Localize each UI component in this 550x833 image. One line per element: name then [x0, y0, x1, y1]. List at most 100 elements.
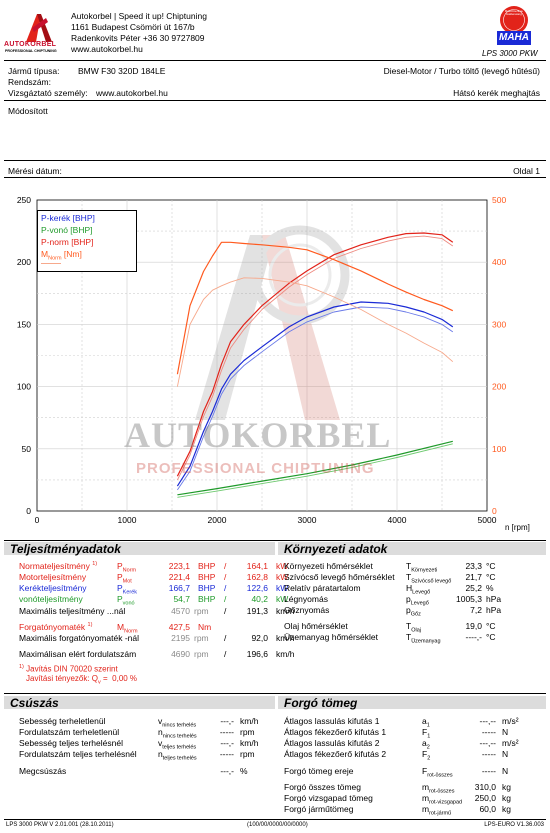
y-left-tick-label: 200 [17, 257, 31, 267]
torque-symbol: MNorm [117, 622, 138, 635]
mass-row-label: Átlagos fékezőerő kifutás 2 [284, 749, 387, 759]
perf-row-value-bhp: 166,7 [168, 583, 190, 593]
dyno-chart: 0 1000 2000 3000 4000 50000501001502002500100… [17, 195, 507, 525]
perf-row-value-kw: 162,8 [246, 572, 268, 582]
slip-row-unit: % [240, 766, 248, 776]
env-row-symbol: TSzívócső levegő [406, 572, 452, 585]
slip-row-label: Fordulatszám terheletlenül [19, 727, 120, 737]
slip-row-value: ---,- [220, 716, 234, 726]
x-axis-label: n [rpm] [505, 523, 530, 532]
torque-row: Forgatónyomaték 1) [19, 622, 93, 632]
logo-text: AUTOKORBEL [4, 41, 57, 48]
perf-row-value-bhp: 54,7 [173, 594, 190, 604]
company-line-1: Autokorbel | Speed it up! Chiptuning [71, 11, 207, 21]
torque-unit: Nm [198, 622, 212, 632]
env-row-label: Légnyomás [284, 594, 328, 604]
watermark-gear-inner [268, 243, 332, 307]
modified-label: Módosított [8, 106, 48, 116]
vehicle-type-value: BMW F30 320D 184LE [78, 66, 166, 76]
mass-row-unit: kg [502, 804, 511, 814]
x-tick-label: 0 [35, 515, 40, 525]
env-row-value: 25,2 [465, 583, 482, 593]
mass-row-symbol: a1 [422, 716, 430, 729]
env-row-value: 7,2 [470, 605, 482, 615]
max-power-rpm: 4570 [171, 606, 190, 616]
y-left-tick-label: 0 [26, 506, 31, 516]
mass-row-value: ----- [481, 766, 496, 776]
mass-row-unit: N [502, 749, 509, 759]
y-right-tick-label: 200 [492, 382, 506, 392]
series-line-3 [177, 306, 454, 491]
y-left-tick-label: 250 [17, 195, 31, 205]
perf-row-value-bhp: 221,4 [168, 572, 190, 582]
lps-model: LPS 3000 PKW [482, 49, 538, 58]
slip-row-symbol: nnincs terhelés [158, 727, 197, 740]
mass-row-unit: m/s² [502, 738, 519, 748]
env-title: Környezeti adatok [284, 542, 388, 556]
env-row-label: Üzemanyag hőmérséklet [284, 632, 379, 642]
perf-row-unit-bhp: BHP [198, 561, 216, 571]
env-row-value: 1005,3 [456, 594, 482, 604]
env-row-value: 23,3 [465, 561, 482, 571]
mass-row-label: Forgó vizsgapad tömeg [284, 793, 373, 803]
slip-row-value: ----- [219, 727, 234, 737]
mass-title: Forgó tömeg [284, 696, 358, 710]
max-power-speed-unit: km/h [276, 606, 295, 616]
mass-row-label: Átlagos fékezőerő kifutás 1 [284, 727, 387, 737]
x-tick-label: 4000 [388, 515, 407, 525]
slip-row-unit: rpm [240, 749, 255, 759]
perf-row-unit-bhp: BHP [198, 594, 216, 604]
max-power-sep: / [224, 606, 227, 616]
env-row-value: 19,0 [465, 621, 482, 631]
footer-right: LPS-EURO V1.36.003 [484, 822, 544, 828]
company-line-4: www.autokorbel.hu [71, 44, 143, 54]
perf-row-value-kw: 40,2 [251, 594, 268, 604]
env-row-label: Relatív páratartalom [284, 583, 361, 593]
series-line-0 [176, 232, 454, 477]
legend-torque-line [41, 262, 61, 264]
company-line-3: Radenkovits Péter +36 30 9727809 [71, 33, 205, 43]
series-line-2 [176, 301, 454, 487]
mass-row-value: 60,0 [479, 804, 496, 814]
page-number: Oldal 1 [513, 166, 540, 176]
max-torque-sep: / [224, 633, 227, 643]
env-row-symbol: TOlaj [406, 621, 421, 634]
series-line-4 [177, 440, 453, 496]
perf-row-label: vonóteljesítmény [19, 594, 83, 604]
max-rpm-rpm: 4690 [171, 649, 190, 659]
slip-row-unit: km/h [240, 716, 259, 726]
watermark-gear [250, 225, 350, 325]
perf-row-label: Normateljesítmény 1) [19, 561, 98, 571]
maha-logo [497, 6, 531, 45]
chart-series [176, 232, 454, 498]
y-right-tick-label: 400 [492, 257, 506, 267]
env-row-label: Gőznyomás [284, 605, 330, 615]
env-row-unit: °C [486, 632, 496, 642]
x-tick-label: 1000 [118, 515, 137, 525]
mass-row-symbol: a2 [422, 738, 430, 751]
max-power-row: Maximális teljesítmény ...nál [19, 606, 126, 616]
max-rpm-speed: 196,6 [246, 649, 268, 659]
perf-row-value-bhp: 223,1 [168, 561, 190, 571]
max-torque-speed: 92,0 [251, 633, 268, 643]
mass-row-unit: N [502, 727, 509, 737]
perf-row-symbol: PNorm [117, 561, 137, 574]
series-line-6 [176, 241, 454, 375]
footer-left: LPS 3000 PKW V 2.01.001 (28.10.2011) [6, 822, 114, 828]
mass-title-bar: Forgó tömeg [278, 696, 546, 710]
y-left-tick-label: 100 [17, 382, 31, 392]
footer-center: (100/00/0000/00/0000) [247, 822, 308, 828]
perf-row-sep: / [224, 572, 227, 582]
mass-row-symbol: Frot-összes [422, 766, 453, 779]
env-row-symbol: TKörnyezeti [406, 561, 438, 574]
perf-row-sep: / [224, 594, 227, 604]
y-right-tick-label: 100 [492, 444, 506, 454]
env-row-unit: °C [486, 572, 496, 582]
logo-subtext: PROFESSIONAL CHIPTUNING [5, 49, 57, 53]
max-rpm-speed-unit: km/h [276, 649, 295, 659]
din-note-2: Javítási tényezők: Qv = 0,00 % [26, 674, 138, 686]
slip-row-value: ----- [219, 749, 234, 759]
mass-row-label: Forgó összes tömeg [284, 782, 362, 792]
slip-row-value: ---,- [220, 738, 234, 748]
env-row-label: Szívócső levegő hőmérséklet [284, 572, 395, 582]
